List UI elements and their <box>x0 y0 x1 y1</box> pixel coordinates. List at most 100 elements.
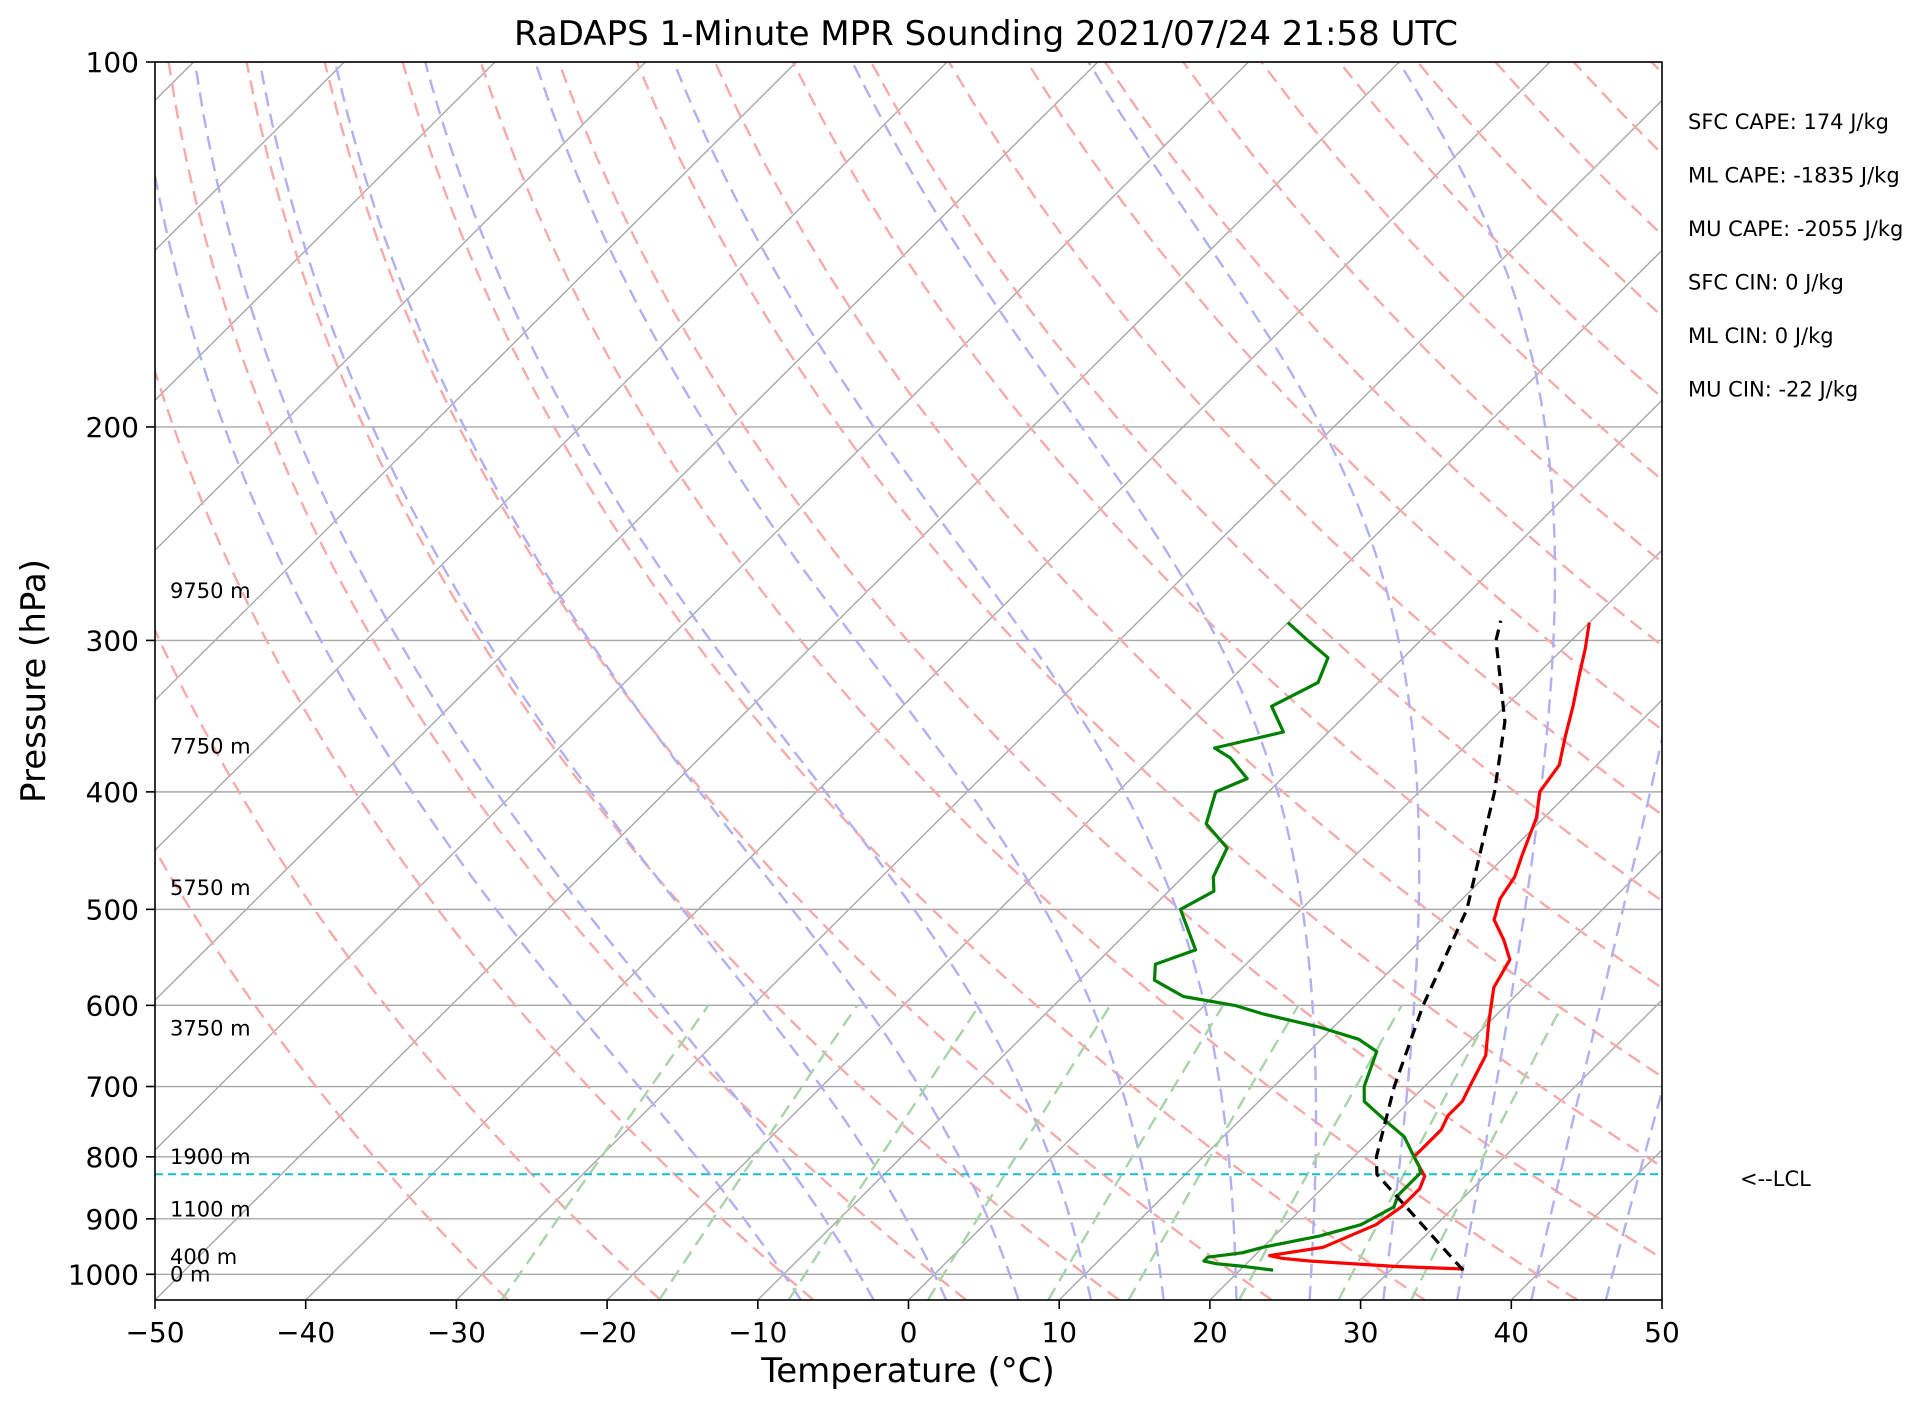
y-tick-label: 800 <box>86 1141 139 1174</box>
plot-area <box>154 61 1926 1301</box>
isotherm <box>1510 1149 1662 1300</box>
height-label: 400 m <box>170 1245 237 1269</box>
stability-annotations: SFC CAPE: 174 J/kg ML CAPE: -1835 J/kg MU … <box>1688 110 1903 402</box>
moist-adiabat <box>258 62 948 1300</box>
mixing-ratio-line <box>1238 1004 1403 1300</box>
isotherm <box>757 399 1662 1300</box>
moist-adiabat <box>1087 62 1421 1300</box>
dry-adiabat <box>557 62 1662 1260</box>
mixing-ratio-line <box>1337 1004 1496 1300</box>
dry-adiabat <box>1494 62 1662 237</box>
y-axis: 100 200 300 400 500 600 700 800 900 1000 <box>68 46 155 1291</box>
dry-adiabat <box>1338 62 1662 400</box>
x-tick-label: 50 <box>1644 1316 1680 1349</box>
lcl-label: <--LCL <box>1740 1167 1811 1191</box>
y-tick-label: 600 <box>86 989 139 1022</box>
dry-adiabat <box>635 62 1662 1169</box>
x-tick-label: −10 <box>728 1316 787 1349</box>
y-tick-label: 100 <box>86 46 139 79</box>
isotherm <box>155 62 496 402</box>
dry-adiabat <box>1572 62 1662 156</box>
isotherm <box>155 62 948 852</box>
isotherm <box>155 62 1249 1152</box>
mixing-ratio-line <box>1127 1004 1300 1300</box>
stability-annotation: ML CAPE: -1835 J/kg <box>1688 164 1900 188</box>
x-tick-label: −40 <box>276 1316 335 1349</box>
stability-annotation: MU CAPE: -2055 J/kg <box>1688 217 1903 241</box>
x-tick-label: −20 <box>578 1316 637 1349</box>
dry-adiabat <box>401 62 1426 1300</box>
dry-adiabat <box>155 847 509 1300</box>
mixing-ratio-line <box>658 1004 859 1300</box>
x-tick-label: −50 <box>125 1316 184 1349</box>
mixing-ratio-line <box>1410 1004 1564 1300</box>
dry-adiabat <box>155 627 662 1300</box>
height-label: 9750 m <box>170 579 251 603</box>
y-tick-label: 400 <box>86 776 139 809</box>
isotherm <box>1058 699 1662 1300</box>
isotherm <box>1209 849 1662 1300</box>
chart-title: RaDAPS 1-Minute MPR Sounding 2021/07/24 … <box>514 14 1458 54</box>
y-tick-label: 900 <box>86 1203 139 1236</box>
isotherm <box>155 62 1099 1002</box>
mixing-ratio-line <box>500 1004 710 1300</box>
height-label: 5750 m <box>170 876 251 900</box>
y-tick-label: 1000 <box>68 1258 139 1291</box>
mixing-ratio-line <box>787 1004 981 1300</box>
isotherm <box>155 62 647 552</box>
moist-adiabat <box>534 62 1165 1300</box>
stability-annotation: SFC CAPE: 174 J/kg <box>1688 110 1889 134</box>
isotherm <box>1360 999 1662 1300</box>
isotherm <box>455 99 1662 1300</box>
y-tick-label: 200 <box>86 411 139 444</box>
moist-adiabat <box>155 168 802 1300</box>
x-axis-label: Temperature (°C) <box>760 1351 1054 1391</box>
x-axis: −50 −40 −30 −20 −10 0 10 20 30 40 50 <box>125 1300 1680 1349</box>
moist-adiabat <box>1530 733 1662 1300</box>
moist-adiabat <box>672 62 1238 1300</box>
dry-adiabat <box>245 62 1120 1300</box>
isotherm <box>1661 1299 1662 1300</box>
y-tick-label: 700 <box>86 1071 139 1104</box>
stability-annotation: ML CIN: 0 J/kg <box>1688 324 1834 348</box>
x-tick-label: 10 <box>1041 1316 1077 1349</box>
height-label: 7750 m <box>170 735 251 759</box>
dewpoint-profile <box>1152 621 1422 1272</box>
dry-adiabat <box>167 62 968 1300</box>
stability-annotation: SFC CIN: 0 J/kg <box>1688 271 1844 295</box>
dry-adiabat <box>155 367 815 1300</box>
x-tick-label: 20 <box>1192 1316 1228 1349</box>
mixing-ratio-line <box>926 1004 1112 1300</box>
x-tick-label: 40 <box>1493 1316 1529 1349</box>
x-tick-label: 0 <box>900 1316 918 1349</box>
parcel-path <box>1374 620 1507 1272</box>
stability-annotation: MU CIN: -22 J/kg <box>1688 378 1858 402</box>
isotherm <box>155 62 1400 1300</box>
isotherm <box>606 249 1662 1300</box>
y-axis-label: Pressure (hPa) <box>14 559 54 803</box>
y-tick-label: 500 <box>86 893 139 926</box>
dry-adiabat <box>791 62 1662 990</box>
moist-adiabat <box>1604 1087 1662 1300</box>
dry-adiabat <box>869 62 1662 903</box>
dry-adiabat <box>479 62 1579 1300</box>
dry-adiabat <box>713 62 1662 1079</box>
dry-adiabat <box>1182 62 1662 564</box>
dry-adiabat <box>1416 62 1662 318</box>
temperature-profile <box>1268 622 1591 1271</box>
moist-adiabat <box>193 62 875 1300</box>
height-label: 1100 m <box>170 1197 251 1221</box>
dry-adiabat <box>323 62 1273 1300</box>
dry-adiabat <box>1026 62 1662 732</box>
isotherm <box>908 549 1662 1300</box>
height-label: 3750 m <box>170 1017 251 1041</box>
moist-adiabat <box>1397 62 1557 1300</box>
mixing-ratio-line <box>1047 1004 1225 1300</box>
dry-adiabat <box>1650 62 1662 75</box>
height-label: 0 m <box>170 1262 211 1286</box>
isotherm <box>155 62 797 702</box>
moist-adiabat <box>424 62 1093 1300</box>
height-label: 1900 m <box>170 1145 251 1169</box>
dry-adiabat <box>1730 62 1926 1300</box>
